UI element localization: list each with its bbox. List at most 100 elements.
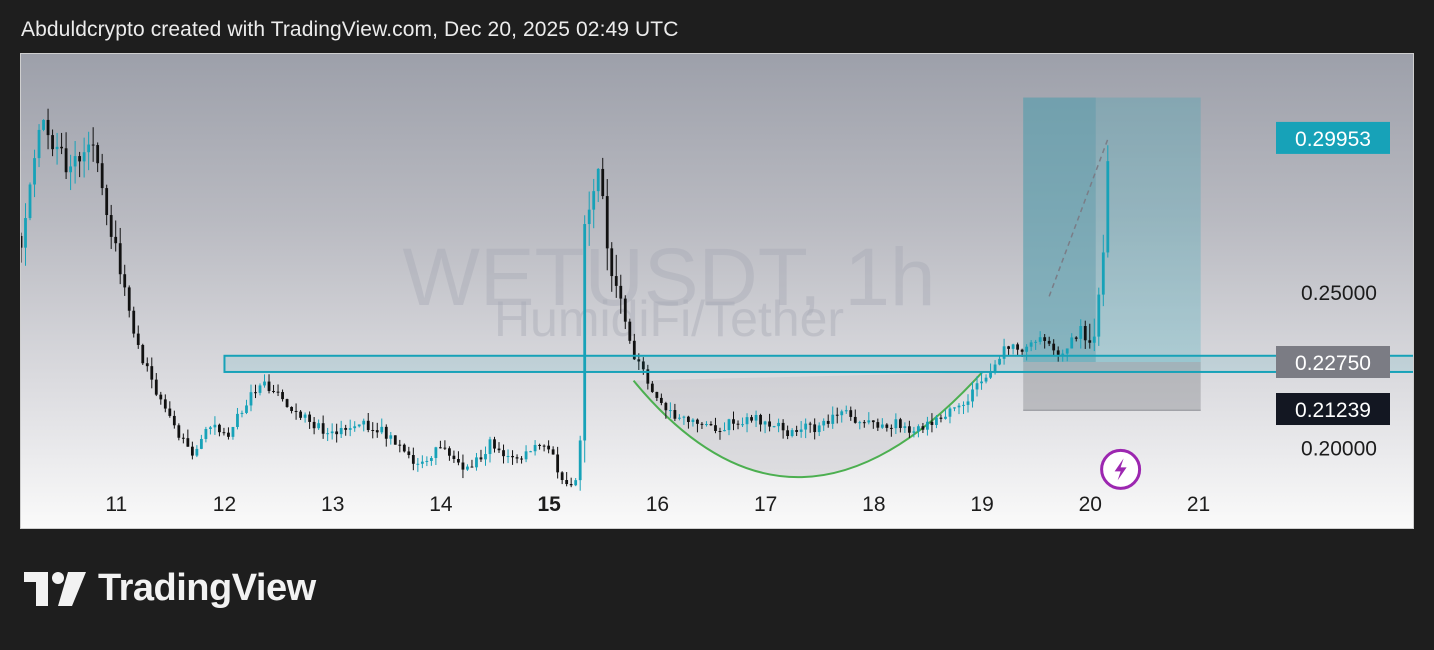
candle-body: [434, 447, 438, 459]
candle-body: [127, 287, 131, 311]
candle-body: [69, 166, 73, 173]
candle-body: [28, 184, 32, 219]
candle-body: [989, 371, 992, 378]
candle-body: [457, 458, 460, 463]
candle-body: [371, 429, 375, 431]
candle-body: [294, 410, 298, 412]
candle-body: [578, 440, 582, 481]
candle-body: [659, 397, 663, 403]
candle-body: [511, 455, 514, 458]
candle-body: [402, 444, 406, 452]
candle-body: [862, 422, 866, 424]
candle-body: [696, 419, 699, 424]
candle-body: [218, 424, 221, 433]
x-tick-label: 12: [213, 493, 236, 516]
candle-body: [1088, 340, 1092, 343]
candle-body: [375, 430, 379, 433]
candle-body: [339, 427, 343, 435]
candle-body: [416, 463, 420, 465]
candle-body: [880, 424, 884, 428]
candle-body: [993, 364, 997, 372]
candle-body: [493, 439, 496, 449]
candle-body: [506, 455, 510, 457]
candle-body: [33, 158, 36, 185]
candle-body: [24, 218, 27, 248]
candle-body: [398, 444, 402, 446]
candle-body: [150, 366, 154, 380]
candle-body: [768, 421, 771, 427]
x-tick-label: 20: [1079, 493, 1102, 516]
candle-body: [655, 391, 659, 398]
candle-body: [574, 480, 578, 486]
candle-body: [935, 417, 938, 425]
candle-body: [227, 432, 230, 437]
candle-body: [763, 421, 767, 425]
candle-body: [926, 421, 929, 430]
candle-body: [772, 426, 776, 428]
candle-series: [21, 108, 1110, 491]
candle-body: [668, 410, 672, 412]
candle-body: [678, 417, 681, 419]
candle-body: [1034, 341, 1038, 343]
candle-body: [484, 454, 487, 460]
candle-body: [533, 444, 537, 452]
candle-body: [944, 416, 947, 419]
candle-body: [1065, 348, 1069, 354]
candle-body: [272, 390, 275, 392]
candle-body: [186, 438, 190, 447]
candle-body: [560, 472, 564, 481]
candle-body: [1056, 350, 1060, 355]
candle-body: [759, 414, 762, 425]
candle-body: [87, 144, 91, 153]
candle-body: [962, 404, 965, 406]
candle-body: [285, 399, 289, 407]
candle-body: [709, 424, 713, 426]
candle-body: [222, 432, 226, 434]
tradingview-logo-icon: [24, 571, 86, 606]
candle-body: [190, 446, 194, 456]
candle-body: [240, 412, 244, 414]
candle-body: [195, 448, 199, 456]
candle-body: [145, 363, 149, 367]
candle-body: [998, 358, 1001, 365]
candle-body: [520, 458, 523, 460]
candle-body: [529, 451, 532, 453]
candle-body: [123, 274, 127, 288]
cup-fill: [633, 372, 983, 478]
x-tick-label: 15: [537, 493, 561, 516]
candle-body: [939, 417, 943, 419]
candle-body: [258, 385, 262, 393]
candle-body: [466, 466, 469, 470]
candle-body: [1025, 346, 1029, 352]
candle-body: [907, 426, 911, 433]
x-tick-label: 11: [105, 493, 127, 516]
x-tick-label: 19: [970, 493, 993, 516]
candle-body: [542, 445, 546, 447]
support-zone: [223, 354, 1413, 373]
candle-body: [357, 424, 361, 427]
candle-body: [159, 394, 163, 400]
candle-body: [605, 196, 609, 249]
chart-area[interactable]: WETUSDT, 1h HumidiFi/Tether 0.25000 0.200…: [20, 53, 1414, 529]
candle-body: [971, 389, 974, 402]
candle-body: [1097, 294, 1101, 337]
candle-body: [181, 437, 185, 439]
candle-body: [790, 430, 794, 437]
y-tick-label: 0.25000: [1301, 282, 1377, 305]
candle-body: [1061, 353, 1065, 355]
candle-body: [903, 426, 907, 428]
long-position-stop-zone: [1023, 362, 1201, 411]
candle-body: [705, 424, 708, 426]
candle-body: [930, 421, 934, 425]
price-chart[interactable]: WETUSDT, 1h HumidiFi/Tether 0.25000 0.200…: [21, 54, 1414, 529]
candle-body: [957, 405, 961, 408]
candle-body: [871, 420, 875, 423]
candle-body: [497, 448, 501, 451]
candle-body: [741, 424, 744, 426]
candle-body: [344, 427, 348, 430]
candle-body: [777, 422, 781, 427]
candle-body: [822, 420, 826, 426]
price-label: 0.21239: [1276, 393, 1390, 426]
candle-body: [718, 431, 722, 433]
candle-body: [515, 457, 519, 459]
